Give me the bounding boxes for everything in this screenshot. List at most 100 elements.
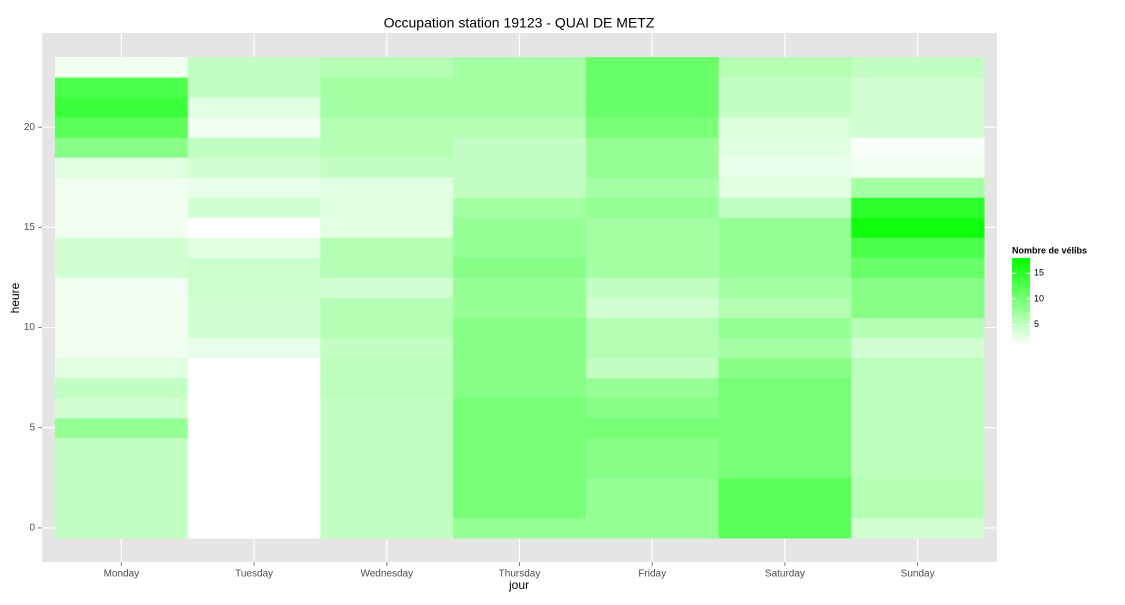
heat-cell — [585, 517, 720, 539]
heat-cell — [453, 217, 587, 238]
heat-cell — [718, 517, 852, 539]
heat-cell — [187, 57, 321, 78]
heat-cell — [453, 317, 587, 339]
heat-cell — [187, 397, 321, 419]
heat-cell — [453, 517, 587, 539]
colorbar-step — [1012, 268, 1030, 272]
x-tick-label: Friday — [638, 569, 666, 580]
heat-cell — [585, 457, 720, 479]
heat-cell — [718, 277, 852, 298]
heat-cell — [55, 437, 189, 459]
heat-cell — [585, 437, 720, 459]
colorbar-step — [1012, 292, 1030, 296]
heat-cell — [187, 517, 321, 539]
heat-cell — [55, 237, 189, 258]
heat-cell — [187, 497, 321, 519]
colorbar-step — [1012, 329, 1030, 333]
heat-cell — [718, 317, 852, 339]
heat-cell — [187, 317, 321, 339]
heat-cell — [453, 357, 587, 379]
colorbar-step — [1012, 316, 1030, 320]
heat-cell — [55, 177, 189, 198]
heat-cell — [55, 97, 189, 118]
colorbar-tick-label: 5 — [1034, 319, 1039, 329]
heat-cell — [718, 177, 852, 198]
heat-cell — [585, 257, 720, 278]
heat-cell — [585, 97, 720, 118]
heat-cell — [585, 377, 720, 399]
heat-cell — [55, 117, 189, 138]
colorbar-step — [1012, 258, 1030, 261]
heat-cell — [320, 337, 454, 359]
heat-cell — [187, 157, 321, 178]
colorbar-step — [1012, 279, 1030, 283]
heat-cell — [453, 177, 587, 198]
heat-cell — [585, 277, 720, 298]
heat-cell — [55, 417, 189, 439]
heat-cell — [718, 337, 852, 359]
heat-cell — [453, 457, 587, 479]
heat-cell — [320, 137, 454, 158]
heat-cell — [55, 217, 189, 238]
y-tick-label: 10 — [24, 322, 36, 333]
colorbar-step — [1012, 327, 1030, 331]
heat-cell — [585, 337, 720, 359]
heat-cell — [718, 417, 852, 439]
heat-cell — [718, 497, 852, 519]
heat-cell — [585, 397, 720, 419]
heat-cell — [320, 197, 454, 218]
heat-cell — [187, 377, 321, 399]
y-tick-label: 0 — [29, 523, 35, 534]
heat-cell — [453, 397, 587, 419]
colorbar-tick-label: 10 — [1034, 293, 1044, 303]
heat-cell — [453, 437, 587, 459]
heat-cell — [718, 397, 852, 419]
heat-cell — [718, 57, 852, 78]
heat-cell — [320, 297, 454, 319]
x-tick-label: Sunday — [901, 569, 935, 580]
colorbar-step — [1012, 310, 1030, 313]
colorbar-step — [1012, 340, 1030, 344]
heat-cell — [187, 77, 321, 98]
legend-title: Nombre de vélibs — [1012, 245, 1087, 255]
colorbar-step — [1012, 342, 1030, 346]
heat-cell — [585, 217, 720, 238]
heat-cell — [718, 77, 852, 98]
heat-cell — [585, 177, 720, 198]
heat-cell — [453, 477, 587, 499]
heat-cell — [55, 57, 189, 78]
x-tick-label: Thursday — [499, 569, 541, 580]
heat-cell — [851, 317, 985, 339]
heat-cell — [585, 417, 720, 439]
heat-cell — [585, 497, 720, 519]
y-tick-label: 20 — [24, 122, 36, 133]
heat-cell — [718, 257, 852, 278]
heat-cell — [187, 337, 321, 359]
heat-cell — [585, 157, 720, 178]
colorbar-step — [1012, 312, 1030, 316]
colorbar-step — [1012, 318, 1030, 322]
heat-cell — [187, 237, 321, 258]
heat-cell — [55, 257, 189, 278]
colorbar-step — [1012, 301, 1030, 305]
heat-cell — [851, 517, 985, 539]
heat-cell — [453, 117, 587, 138]
heat-cell — [55, 397, 189, 419]
heat-cell — [718, 477, 852, 499]
x-axis-label: jour — [508, 578, 529, 592]
heat-cell — [718, 457, 852, 479]
heat-cell — [55, 297, 189, 319]
heat-cell — [851, 377, 985, 399]
colorbar-step — [1012, 264, 1030, 268]
heat-cell — [585, 77, 720, 98]
heat-cell — [453, 377, 587, 399]
heat-cell — [55, 277, 189, 298]
heat-cell — [453, 157, 587, 178]
heat-cell — [585, 237, 720, 258]
heat-cell — [851, 257, 985, 278]
heat-cell — [718, 137, 852, 158]
heat-cell — [320, 177, 454, 198]
heat-cell — [585, 197, 720, 218]
colorbar-step — [1012, 260, 1030, 263]
